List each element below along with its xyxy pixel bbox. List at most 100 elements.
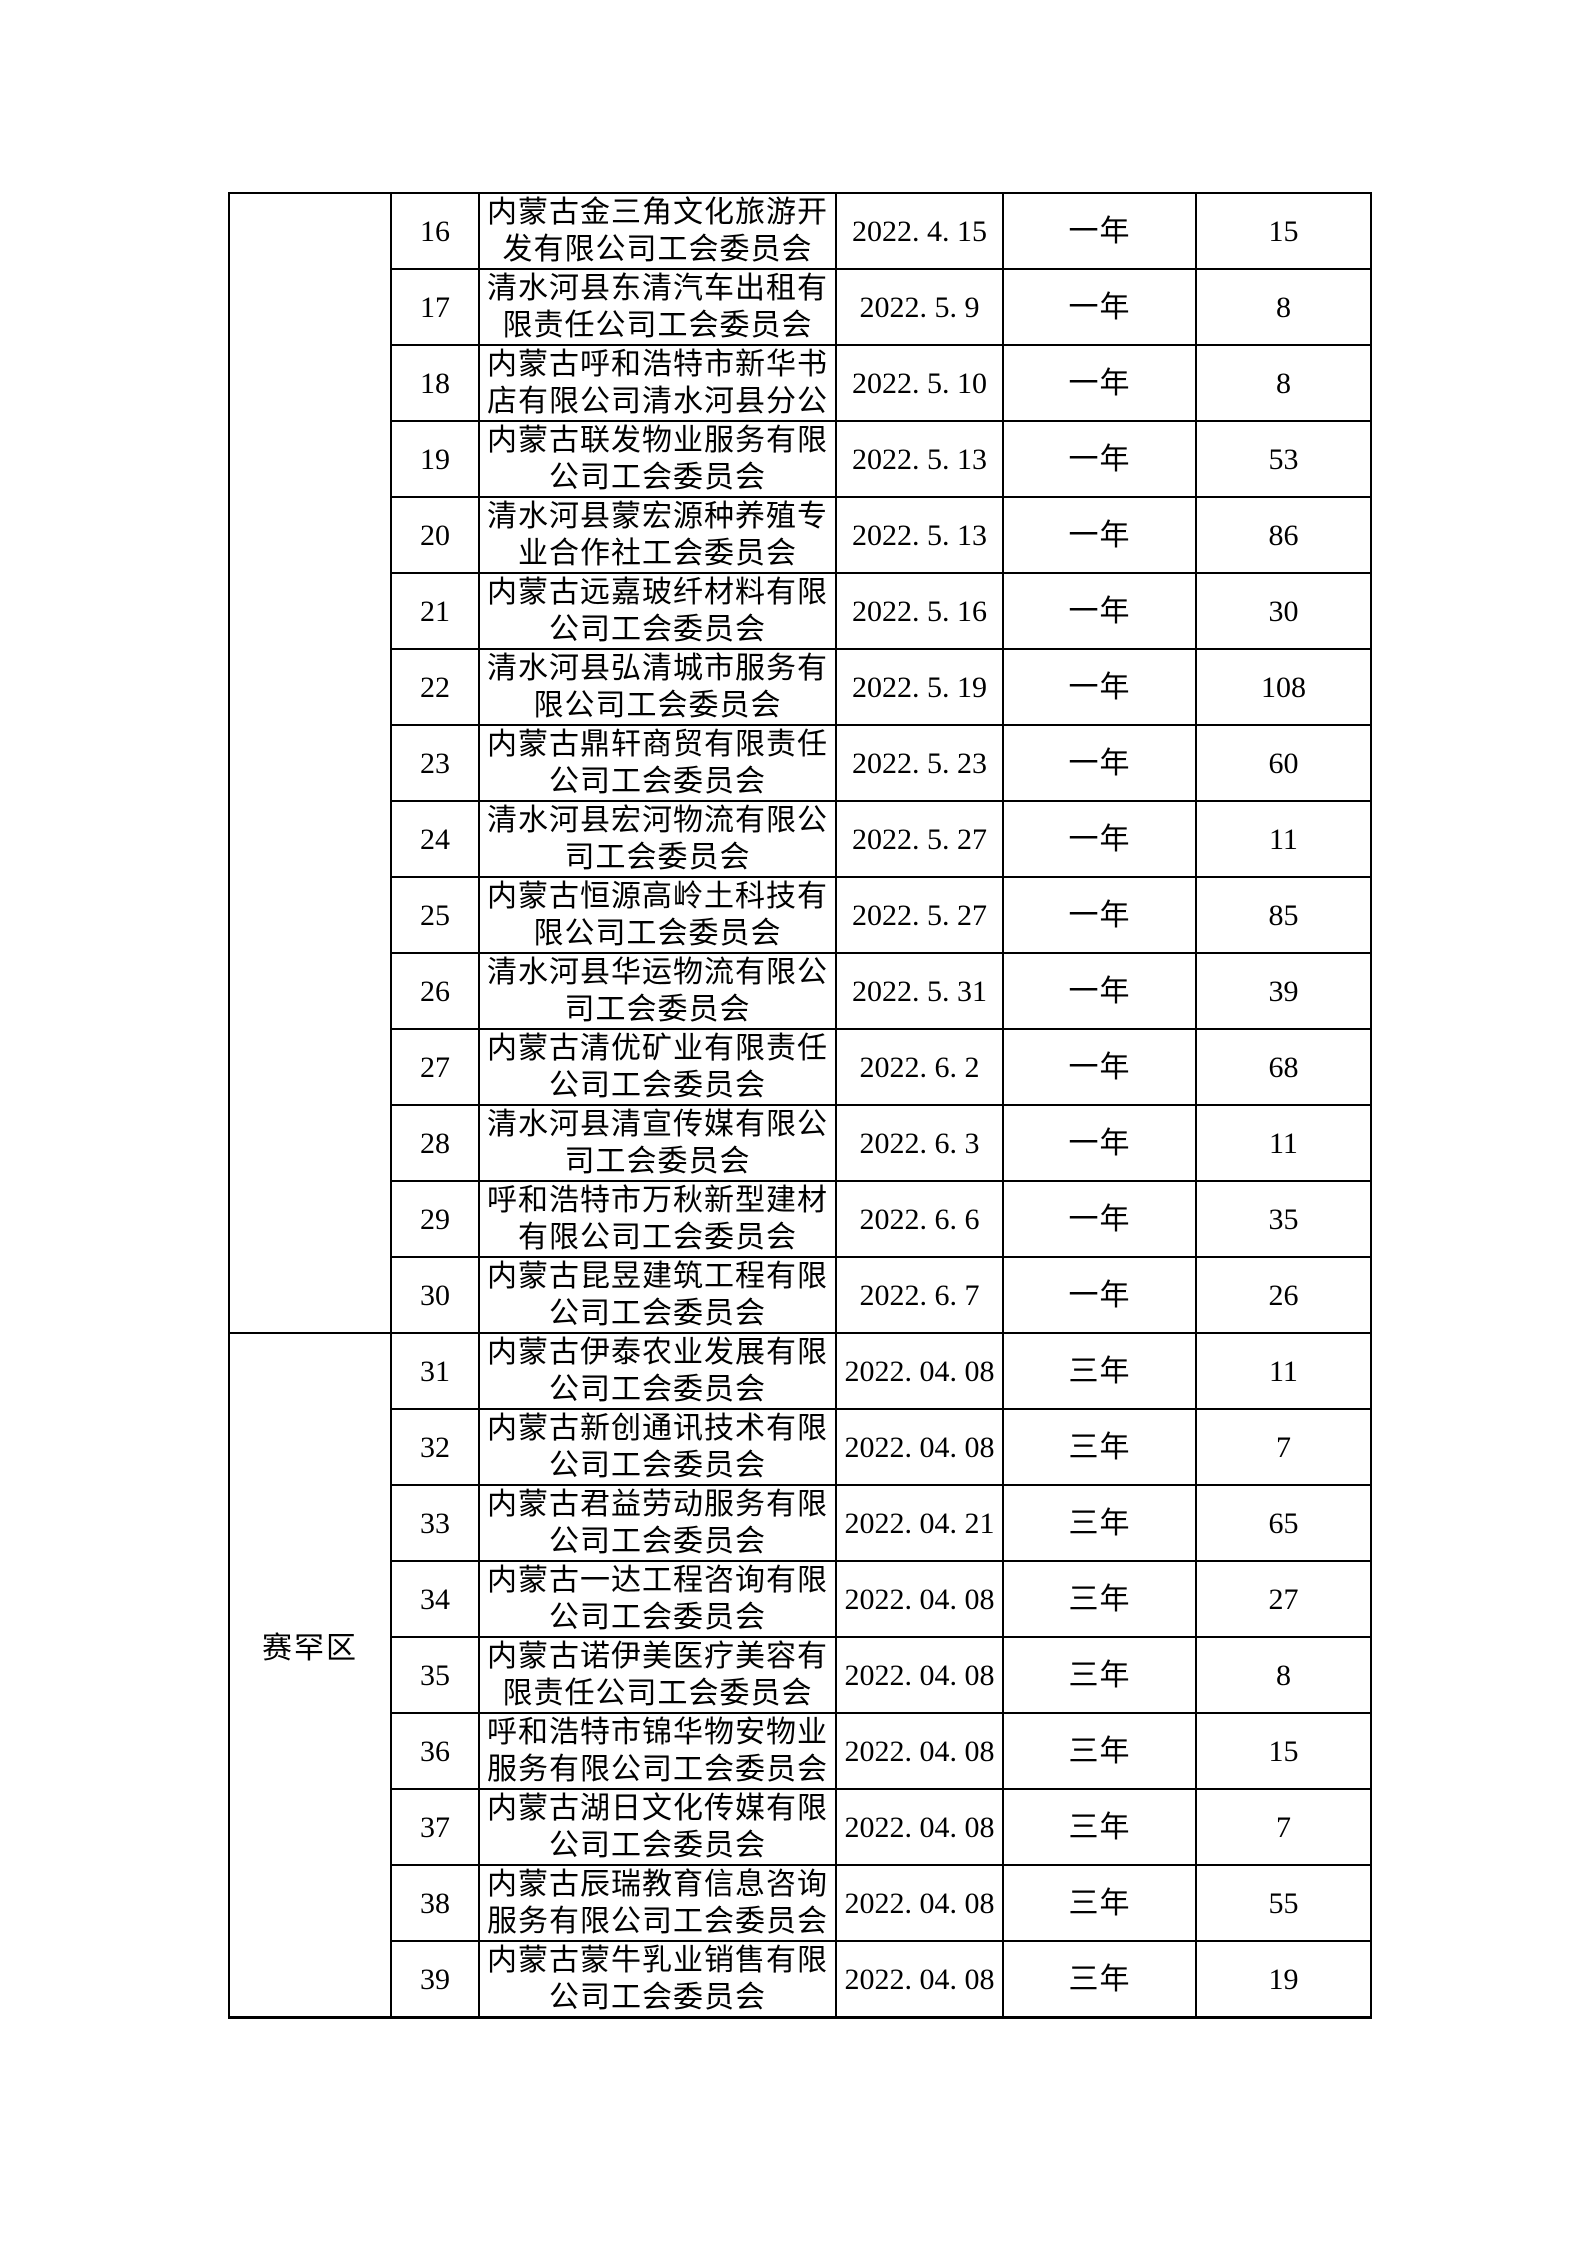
approval-date: 2022. 04. 21 (835, 1484, 1004, 1562)
row-number: 33 (390, 1484, 480, 1562)
row-number: 35 (390, 1636, 480, 1714)
term-of-office: 三年 (1002, 1560, 1197, 1638)
term-of-office: 一年 (1002, 192, 1197, 270)
approval-date: 2022. 04. 08 (835, 1332, 1004, 1410)
union-name: 清水河县宏河物流有限公司工会委员会 (478, 800, 837, 878)
member-count: 19 (1195, 1940, 1372, 2019)
term-of-office: 一年 (1002, 952, 1197, 1030)
approval-date: 2022. 5. 23 (835, 724, 1004, 802)
member-count: 7 (1195, 1408, 1372, 1486)
table-row: 24 清水河县宏河物流有限公司工会委员会 2022. 5. 27 一年 11 (229, 800, 1372, 878)
row-number: 24 (390, 800, 480, 878)
union-name: 内蒙古清优矿业有限责任公司工会委员会 (478, 1028, 837, 1106)
approval-date: 2022. 4. 15 (835, 192, 1004, 270)
table-row: 37 内蒙古湖日文化传媒有限公司工会委员会 2022. 04. 08 三年 7 (229, 1788, 1372, 1866)
row-number: 31 (390, 1332, 480, 1410)
approval-date: 2022. 6. 6 (835, 1180, 1004, 1258)
member-count: 86 (1195, 496, 1372, 574)
member-count: 60 (1195, 724, 1372, 802)
approval-date: 2022. 5. 27 (835, 800, 1004, 878)
term-of-office: 一年 (1002, 1104, 1197, 1182)
row-number: 36 (390, 1712, 480, 1790)
region-cell (228, 192, 392, 1334)
table-row: 赛罕区 31 内蒙古伊泰农业发展有限公司工会委员会 2022. 04. 08 三… (228, 1332, 1372, 2019)
approval-date: 2022. 5. 27 (835, 876, 1004, 954)
union-name: 内蒙古鼎轩商贸有限责任公司工会委员会 (478, 724, 837, 802)
term-of-office: 一年 (1002, 1028, 1197, 1106)
approval-date: 2022. 04. 08 (835, 1408, 1004, 1486)
term-of-office: 三年 (1002, 1864, 1197, 1942)
row-number: 26 (390, 952, 480, 1030)
row-number: 37 (390, 1788, 480, 1866)
approval-date: 2022. 5. 13 (835, 420, 1004, 498)
table-row: 28 清水河县清宣传媒有限公司工会委员会 2022. 6. 3 一年 11 (229, 1104, 1372, 1182)
member-count: 55 (1195, 1864, 1372, 1942)
term-of-office: 三年 (1002, 1484, 1197, 1562)
union-name: 清水河县东清汽车出租有限责任公司工会委员会 (478, 268, 837, 346)
approval-date: 2022. 04. 08 (835, 1788, 1004, 1866)
term-of-office: 一年 (1002, 1256, 1197, 1334)
union-name: 内蒙古远嘉玻纤材料有限公司工会委员会 (478, 572, 837, 650)
table-row: 29 呼和浩特市万秋新型建材有限公司工会委员会 2022. 6. 6 一年 35 (229, 1180, 1372, 1258)
row-number: 30 (390, 1256, 480, 1334)
table-row: 38 内蒙古辰瑞教育信息咨询服务有限公司工会委员会 2022. 04. 08 三… (229, 1864, 1372, 1942)
approval-date: 2022. 5. 13 (835, 496, 1004, 574)
member-count: 26 (1195, 1256, 1372, 1334)
approval-date: 2022. 5. 31 (835, 952, 1004, 1030)
union-name: 内蒙古湖日文化传媒有限公司工会委员会 (478, 1788, 837, 1866)
union-name: 内蒙古伊泰农业发展有限公司工会委员会 (478, 1332, 837, 1410)
approval-date: 2022. 6. 7 (835, 1256, 1004, 1334)
term-of-office: 一年 (1002, 876, 1197, 954)
table-row: 30 内蒙古昆昱建筑工程有限公司工会委员会 2022. 6. 7 一年 26 (229, 1256, 1372, 1334)
row-number: 21 (390, 572, 480, 650)
table-row: 35 内蒙古诺伊美医疗美容有限责任公司工会委员会 2022. 04. 08 三年… (229, 1636, 1372, 1714)
row-number: 29 (390, 1180, 480, 1258)
term-of-office: 三年 (1002, 1712, 1197, 1790)
member-count: 8 (1195, 344, 1372, 422)
term-of-office: 一年 (1002, 724, 1197, 802)
table-row: 17 清水河县东清汽车出租有限责任公司工会委员会 2022. 5. 9 一年 8 (229, 268, 1372, 346)
approval-date: 2022. 04. 08 (835, 1560, 1004, 1638)
table-row: 36 呼和浩特市锦华物安物业服务有限公司工会委员会 2022. 04. 08 三… (229, 1712, 1372, 1790)
row-number: 22 (390, 648, 480, 726)
term-of-office: 三年 (1002, 1332, 1197, 1410)
approval-date: 2022. 5. 10 (835, 344, 1004, 422)
table-row: 33 内蒙古君益劳动服务有限公司工会委员会 2022. 04. 21 三年 65 (229, 1484, 1372, 1562)
approval-date: 2022. 04. 08 (835, 1940, 1004, 2019)
table-row: 39 内蒙古蒙牛乳业销售有限公司工会委员会 2022. 04. 08 三年 19 (229, 1940, 1372, 2019)
term-of-office: 三年 (1002, 1788, 1197, 1866)
row-number: 20 (390, 496, 480, 574)
row-number: 32 (390, 1408, 480, 1486)
member-count: 15 (1195, 192, 1372, 270)
row-number: 17 (390, 268, 480, 346)
term-of-office: 一年 (1002, 1180, 1197, 1258)
term-of-office: 一年 (1002, 420, 1197, 498)
term-of-office: 三年 (1002, 1636, 1197, 1714)
member-count: 7 (1195, 1788, 1372, 1866)
row-number: 28 (390, 1104, 480, 1182)
term-of-office: 三年 (1002, 1940, 1197, 2019)
member-count: 53 (1195, 420, 1372, 498)
region-label: 赛罕区 (262, 1631, 358, 1665)
member-count: 39 (1195, 952, 1372, 1030)
union-name: 内蒙古呼和浩特市新华书店有限公司清水河县分公 (478, 344, 837, 422)
approval-date: 2022. 5. 9 (835, 268, 1004, 346)
union-name: 清水河县蒙宏源种养殖专业合作社工会委员会 (478, 496, 837, 574)
row-number: 25 (390, 876, 480, 954)
member-count: 108 (1195, 648, 1372, 726)
union-name: 呼和浩特市锦华物安物业服务有限公司工会委员会 (478, 1712, 837, 1790)
union-name: 内蒙古辰瑞教育信息咨询服务有限公司工会委员会 (478, 1864, 837, 1942)
approval-date: 2022. 04. 08 (835, 1636, 1004, 1714)
term-of-office: 一年 (1002, 572, 1197, 650)
table-row: 21 内蒙古远嘉玻纤材料有限公司工会委员会 2022. 5. 16 一年 30 (229, 572, 1372, 650)
term-of-office: 一年 (1002, 800, 1197, 878)
approval-date: 2022. 04. 08 (835, 1712, 1004, 1790)
table-row: 26 清水河县华运物流有限公司工会委员会 2022. 5. 31 一年 39 (229, 952, 1372, 1030)
row-number: 16 (390, 192, 480, 270)
approval-date: 2022. 6. 3 (835, 1104, 1004, 1182)
union-name: 内蒙古恒源高岭土科技有限公司工会委员会 (478, 876, 837, 954)
union-name: 内蒙古联发物业服务有限公司工会委员会 (478, 420, 837, 498)
union-registration-table: 16 内蒙古金三角文化旅游开发有限公司工会委员会 2022. 4. 15 一年 … (228, 192, 1372, 2019)
member-count: 65 (1195, 1484, 1372, 1562)
